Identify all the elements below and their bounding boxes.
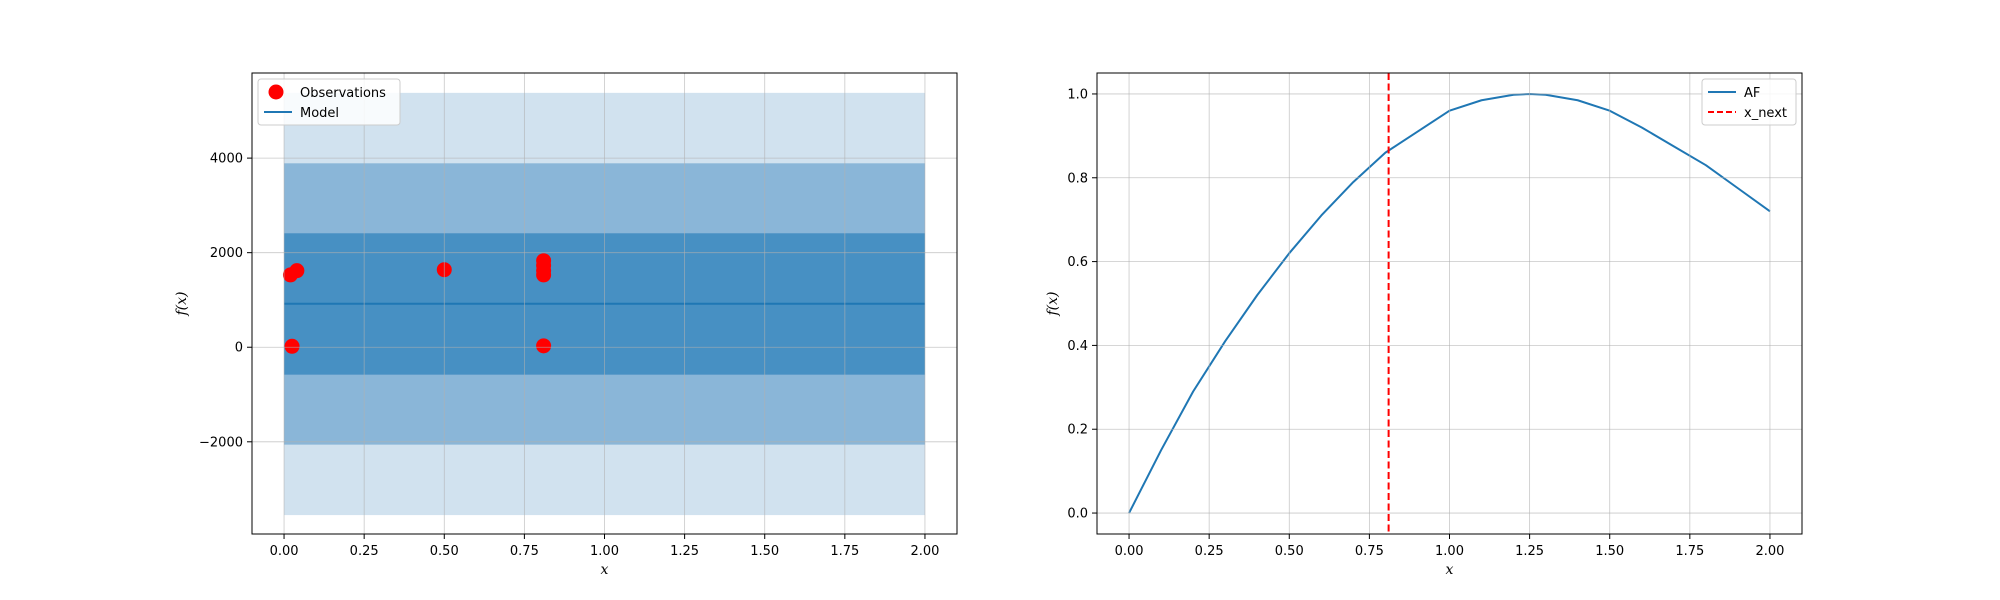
af-line — [1128, 92, 1771, 514]
legend: AF x_next — [1701, 78, 1797, 126]
y-tick-label: 4000 — [210, 152, 243, 167]
y-axis-label: f(x) — [1045, 291, 1061, 316]
legend-box — [1701, 78, 1797, 126]
legend-observations-label: Observations — [300, 86, 386, 101]
y-tick-label: −2000 — [199, 435, 243, 450]
x-tick-label: 0.25 — [1195, 544, 1224, 559]
legend: Observations Model — [257, 78, 401, 126]
y-tick-label: 0.2 — [1067, 423, 1088, 438]
x-axis-label: x — [1446, 562, 1454, 578]
legend-model-label: Model — [300, 106, 339, 121]
y-tick-label: 2000 — [210, 246, 243, 261]
x-tick-label: 0.75 — [1355, 544, 1384, 559]
observation-point — [536, 338, 552, 354]
x-tick-label: 0.00 — [1115, 544, 1144, 559]
observation-point — [289, 263, 305, 279]
x-axis-label: x — [601, 562, 609, 578]
x-tick-label: 0.00 — [270, 544, 299, 559]
x-tick-label: 2.00 — [1755, 544, 1784, 559]
legend-x-next-label: x_next — [1744, 106, 1787, 121]
plot-content — [1128, 73, 1771, 534]
legend-box — [257, 78, 401, 126]
x-tick-label: 1.25 — [1515, 544, 1544, 559]
y-tick-label: 0.8 — [1067, 171, 1088, 186]
x-tick-label: 2.00 — [910, 544, 939, 559]
y-tick-label: 0.0 — [1067, 507, 1088, 522]
legend-af-label: AF — [1744, 86, 1760, 101]
x-tick-label: 1.75 — [1675, 544, 1704, 559]
y-tick-label: 1.0 — [1067, 87, 1088, 102]
chart-2: 0.00 0.25 0.50 0.75 1.00 1.25 1.50 1.75 2.00 0.0 0… — [1045, 72, 1803, 578]
ticks: 0.00 0.25 0.50 0.75 1.00 1.25 1.50 1.75 2.00 −200… — [199, 152, 939, 559]
y-tick-label: 0.6 — [1067, 255, 1088, 270]
x-tick-label: 1.00 — [1435, 544, 1464, 559]
x-tick-label: 0.50 — [1275, 544, 1304, 559]
grid — [252, 73, 957, 534]
y-tick-label: 0 — [235, 341, 243, 356]
y-tick-label: 0.4 — [1067, 339, 1088, 354]
x-tick-label: 1.50 — [1595, 544, 1624, 559]
observation-point — [284, 338, 300, 354]
observation-point — [536, 267, 552, 283]
x-tick-label: 1.25 — [670, 544, 699, 559]
chart-1: 0.00 0.25 0.50 0.75 1.00 1.25 1.50 1.75 2.00 −200… — [174, 72, 958, 578]
x-tick-label: 1.00 — [590, 544, 619, 559]
x-tick-label: 0.75 — [510, 544, 539, 559]
y-axis-label: f(x) — [174, 291, 190, 316]
plot-content — [282, 92, 925, 516]
x-tick-label: 1.75 — [830, 544, 859, 559]
grid — [1097, 73, 1802, 534]
legend-observations-marker — [268, 84, 284, 100]
ticks: 0.00 0.25 0.50 0.75 1.00 1.25 1.50 1.75 2.00 0.0 0… — [1067, 87, 1784, 559]
x-tick-label: 1.50 — [750, 544, 779, 559]
x-tick-label: 0.25 — [350, 544, 379, 559]
x-tick-label: 0.50 — [430, 544, 459, 559]
